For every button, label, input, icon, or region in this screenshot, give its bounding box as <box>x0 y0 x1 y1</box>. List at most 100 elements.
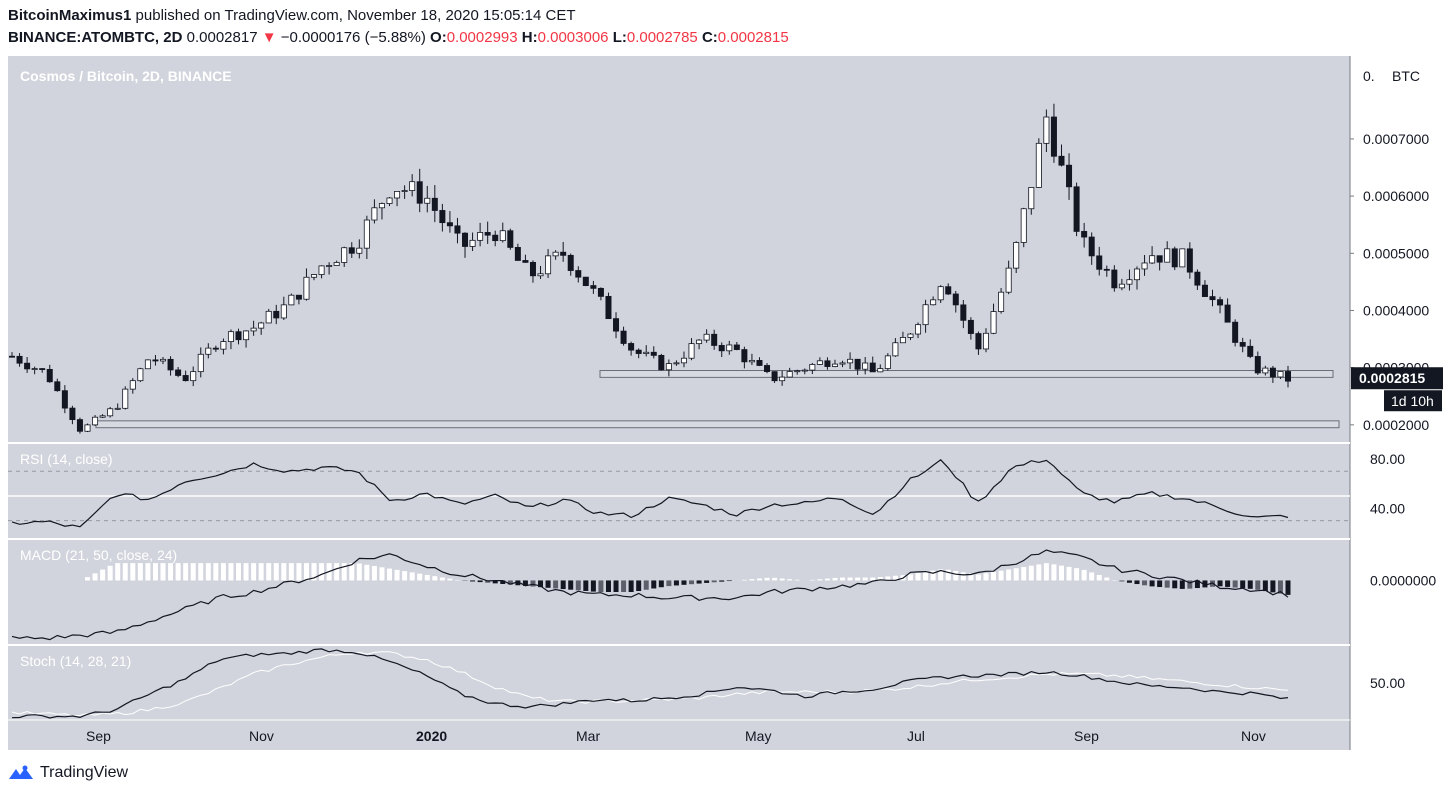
candle-body <box>930 299 937 306</box>
candle-body <box>107 408 114 417</box>
macd-line <box>11 549 1289 641</box>
macd-histogram-bar <box>658 580 664 588</box>
chart-area[interactable]: Cosmos / Bitcoin, 2D, BINANCE 0.0002000 0.… <box>8 56 1443 750</box>
macd-histogram-bar <box>636 580 642 592</box>
macd-histogram-bar <box>1179 580 1185 589</box>
macd-histogram-bar <box>1247 580 1253 589</box>
candle-body <box>967 319 974 334</box>
macd-histogram-bar <box>1096 574 1102 581</box>
candle-body <box>1186 248 1193 273</box>
symbol-line: BINANCE:ATOMBTC, 2D 0.0002817 ▼ −0.00001… <box>8 29 789 46</box>
macd-histogram-bar <box>387 568 393 581</box>
time-tick-label: Sep <box>86 728 111 744</box>
candle-body <box>597 287 604 297</box>
candle-body <box>235 331 242 341</box>
macd-histogram-bar <box>1134 580 1140 585</box>
candle-body <box>54 381 61 392</box>
candle-body <box>462 232 469 247</box>
macd-histogram-bar <box>152 563 158 581</box>
candle-body <box>688 343 695 359</box>
macd-histogram-bar <box>175 563 181 581</box>
candle-body <box>1126 279 1133 285</box>
macd-histogram-bar <box>575 580 581 591</box>
candle-body <box>326 265 333 267</box>
candle-body <box>869 362 876 373</box>
macd-histogram-bar <box>266 563 272 581</box>
macd-histogram-bar <box>145 563 151 581</box>
macd-histogram-bar <box>183 563 189 581</box>
candle-body <box>726 344 733 352</box>
macd-histogram-bar <box>1262 580 1268 592</box>
macd-histogram-bar <box>303 563 309 581</box>
macd-histogram-bar <box>100 569 106 581</box>
candle-body <box>1020 208 1027 243</box>
macd-histogram-bar <box>296 563 302 581</box>
candle-body <box>31 368 38 370</box>
macd-title: MACD (21, 50, close, 24) <box>20 547 177 563</box>
macd-histogram-bar <box>402 571 408 581</box>
macd-histogram-bar <box>673 580 679 586</box>
high-label: H: <box>521 29 538 46</box>
candle-body <box>854 358 861 370</box>
macd-histogram-bar <box>356 563 362 581</box>
macd-histogram-bar <box>907 574 913 581</box>
macd-histogram-bar <box>1142 580 1148 586</box>
macd-histogram-bar <box>130 563 136 581</box>
macd-histogram-bar <box>621 580 627 592</box>
macd-histogram-bar <box>915 573 921 581</box>
countdown-tag <box>1384 390 1442 412</box>
candle-body <box>265 310 272 324</box>
candle-body <box>1209 296 1216 301</box>
macd-histogram-bar <box>522 580 528 586</box>
macd-histogram-bar <box>107 565 113 581</box>
time-tick-label: May <box>745 728 771 744</box>
macd-histogram-bar <box>334 563 340 581</box>
candle-body <box>288 294 295 306</box>
macd-histogram-bar <box>507 580 513 585</box>
publish-line: BitcoinMaximus1 published on TradingView… <box>8 7 576 24</box>
macd-histogram-bar <box>832 577 838 581</box>
candle-body <box>243 330 250 341</box>
macd-histogram-bar <box>651 580 657 589</box>
macd-histogram-bar <box>1028 565 1034 581</box>
candle-body <box>1201 284 1208 297</box>
time-tick-label: Mar <box>576 728 600 744</box>
stoch-title: Stoch (14, 28, 21) <box>20 653 131 669</box>
candle-body <box>144 359 151 370</box>
tradingview-logo-icon <box>9 765 33 779</box>
macd-histogram-bar <box>885 576 891 581</box>
candle-body <box>665 363 672 371</box>
macd-histogram-bar <box>220 563 226 581</box>
pane-background-1 <box>8 444 1350 538</box>
candle-body <box>514 247 521 261</box>
macd-histogram-bar <box>477 580 483 583</box>
brand-name: TradingView <box>40 764 129 781</box>
macd-histogram-bar <box>704 580 710 583</box>
macd-histogram-bar <box>432 576 438 581</box>
candle-body <box>212 347 219 350</box>
time-tick-label: Nov <box>1241 728 1266 744</box>
macd-histogram-bar <box>122 563 128 581</box>
publish-info: published on TradingView.com, November 1… <box>131 7 576 24</box>
candle-body <box>522 260 529 263</box>
macd-histogram-bar <box>1043 563 1049 581</box>
candle-body <box>454 225 461 234</box>
candle-body <box>446 222 453 227</box>
macd-histogram-bar <box>1240 580 1246 589</box>
macd-histogram-bar <box>1066 566 1072 581</box>
rsi-line <box>11 459 1289 528</box>
macd-histogram-bar <box>953 571 959 581</box>
macd-histogram-bar <box>1172 580 1178 589</box>
footer-brand[interactable]: TradingView <box>8 764 128 782</box>
candle-body <box>1247 345 1254 357</box>
author-name[interactable]: BitcoinMaximus1 <box>8 7 132 24</box>
candle-body <box>477 232 484 241</box>
macd-histogram-bar <box>991 572 997 581</box>
candle-body <box>160 358 167 362</box>
candle-body <box>99 415 106 418</box>
candle-body <box>1285 371 1292 382</box>
candle-body <box>227 331 234 342</box>
chart-svg[interactable]: Cosmos / Bitcoin, 2D, BINANCE 0.0002000 0.… <box>8 56 1443 750</box>
candle-body <box>567 254 574 271</box>
macd-histogram-bar <box>1202 580 1208 588</box>
